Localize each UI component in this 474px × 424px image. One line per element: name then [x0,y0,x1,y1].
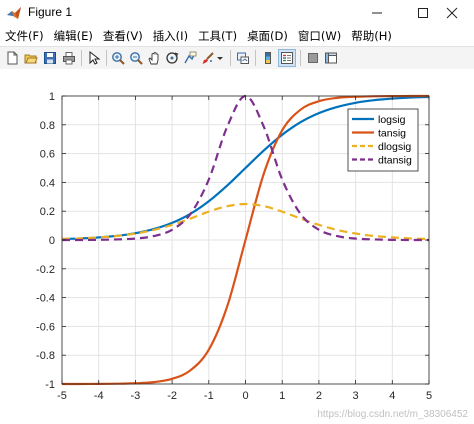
y-tick-label: 1 [49,91,55,103]
zoom-in-button[interactable] [109,49,127,67]
save-button[interactable] [41,49,59,67]
x-tick-label: -1 [204,390,214,402]
menu-bar: 文件(F) 编辑(E) 查看(V) 插入(I) 工具(T) 桌面(D) 窗口(W… [0,26,474,46]
x-tick-label: 5 [426,390,432,402]
legend-label-dtansig: dtansig [378,154,412,166]
menu-view[interactable]: 查看(V) [102,29,143,43]
x-tick-label: 2 [316,390,322,402]
edit-plot-button[interactable] [85,49,103,67]
brush-icon [202,52,214,64]
zoom-out-icon [130,52,143,65]
pan-button[interactable] [145,49,163,67]
new-figure-button[interactable] [3,49,21,67]
x-tick-label: -3 [131,390,141,402]
legend-label-tansig: tansig [378,127,406,139]
y-tick-label: -0.4 [36,293,55,305]
rotate-3d-button[interactable] [163,49,181,67]
edit-plot-arrow-icon [89,51,101,65]
brush-button[interactable] [199,49,217,67]
save-icon [44,52,56,64]
toolbar-separator [255,50,256,66]
minimize-button[interactable] [354,0,400,26]
print-button[interactable] [60,49,78,67]
y-tick-label: -0.8 [36,350,55,362]
open-file-button[interactable] [22,49,40,67]
zoom-in-icon [112,52,125,65]
watermark-text: https://blog.csdn.net/m_38306452 [317,409,468,420]
menu-file[interactable]: 文件(F) [5,29,44,43]
show-plot-tools-icon [325,52,337,64]
x-tick-label: 0 [242,390,248,402]
link-plot-icon [237,52,249,64]
hide-plot-tools-button[interactable] [304,49,322,67]
x-tick-label: -4 [94,390,104,402]
x-tick-label: 1 [279,390,285,402]
legend-label-dlogsig: dlogsig [378,141,411,153]
open-file-icon [24,54,38,64]
y-tick-label: 0.4 [40,177,55,189]
x-tick-label: 3 [353,390,359,402]
new-figure-icon [7,51,18,65]
y-tick-label: 0 [49,235,55,247]
data-cursor-button[interactable] [181,49,199,67]
y-tick-label: 0.2 [40,206,55,218]
rotate-3d-icon [166,52,179,64]
y-tick-label: 0.6 [40,149,55,161]
x-tick-label: -2 [167,390,177,402]
series-line-dlogsig[interactable] [61,202,430,241]
close-button[interactable] [430,0,474,26]
print-icon [63,52,75,65]
x-tick-label: 4 [389,390,395,402]
legend-label-logsig: logsig [378,114,406,126]
figure-canvas[interactable]: -5 -4 -3 -2 -1 0 1 2 3 4 5 -1 -0.8 -0.6 -0.4 -0.2 0 0.2 0.… [0,69,474,424]
menu-window[interactable]: 窗口(W) [297,29,342,43]
menu-insert[interactable]: 插入(I) [152,29,189,43]
insert-legend-icon [281,52,293,64]
close-icon [446,7,458,19]
insert-legend-button[interactable] [278,49,296,67]
figure-toolbar [0,46,474,70]
matlab-logo-icon [7,7,21,19]
insert-colorbar-icon [265,52,271,64]
insert-colorbar-button[interactable] [259,49,277,67]
toolbar-separator [106,50,107,66]
y-tick-label: -1 [45,379,55,391]
maximize-icon [418,8,428,18]
toolbar-separator [300,50,301,66]
brush-dropdown-button[interactable] [215,49,225,67]
title-bar[interactable]: Figure 1 [0,0,474,27]
line-chart[interactable]: -5 -4 -3 -2 -1 0 1 2 3 4 5 -1 -0.8 -0.6 -0.4 -0.2 0 0.2 0.… [0,69,474,424]
x-tick-label: -5 [57,390,67,402]
toolbar-separator [230,50,231,66]
y-tick-label: -0.6 [36,321,55,333]
hide-plot-tools-icon [308,53,318,63]
y-tick-label: -0.2 [36,264,55,276]
maximize-button[interactable] [400,0,446,26]
brush-dropdown-icon [217,57,223,60]
show-plot-tools-button[interactable] [322,49,340,67]
zoom-out-button[interactable] [127,49,145,67]
menu-desktop[interactable]: 桌面(D) [247,29,288,43]
y-tick-label: 0.8 [40,120,55,132]
window-title: Figure 1 [28,5,73,19]
minimize-icon [372,12,382,14]
menu-help[interactable]: 帮助(H) [351,29,392,43]
data-cursor-icon [184,51,197,64]
menu-tools[interactable]: 工具(T) [198,29,238,43]
series-line-logsig[interactable] [61,95,430,241]
toolbar-separator [81,50,82,66]
pan-hand-icon [148,51,159,65]
link-plot-button[interactable] [234,49,252,67]
menu-edit[interactable]: 编辑(E) [53,29,93,43]
